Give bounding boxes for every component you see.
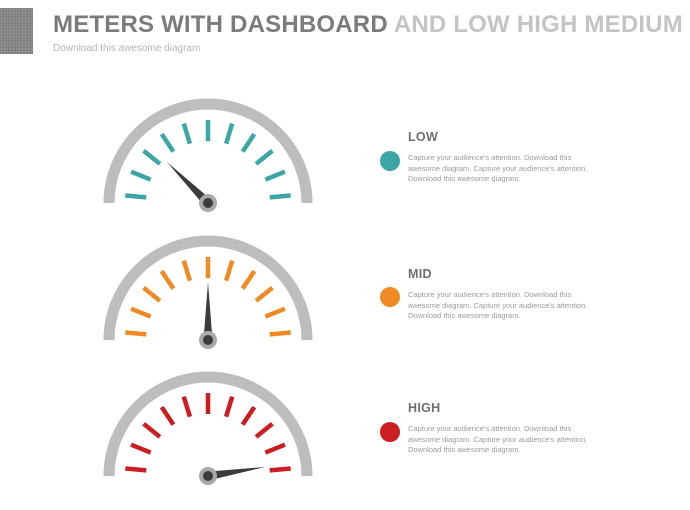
gauge-tick <box>159 405 176 426</box>
gauge-mid-svg <box>103 235 313 349</box>
legend-dot-low <box>380 151 400 171</box>
legend-dot-high <box>380 422 400 442</box>
legend-heading-low: LOW <box>408 130 439 144</box>
gauge-tick <box>254 285 274 303</box>
legend-heading-high: HIGH <box>408 401 441 415</box>
legend-text-low: Capture your audience's attention. Downl… <box>408 153 588 183</box>
gauge-hub-inner <box>203 335 213 345</box>
gauge-arc <box>103 235 313 341</box>
gauge-tick <box>223 395 235 418</box>
gauge-tick <box>125 466 147 473</box>
gauge-high <box>95 366 321 486</box>
gauge-tick <box>181 122 193 145</box>
title-dark-part: METERS WITH DASHBOARD <box>53 11 388 38</box>
gauge-arc <box>103 98 313 204</box>
gauge-low-svg <box>103 98 313 212</box>
gauge-tick <box>240 405 257 426</box>
legend-dot-mid <box>380 287 400 307</box>
gauge-tick <box>142 285 162 303</box>
gauge-hub-inner <box>203 198 213 208</box>
gauge-tick <box>264 169 286 182</box>
gauge-tick <box>254 148 274 166</box>
gauge-tick <box>264 306 286 319</box>
gauge-tick <box>181 395 193 418</box>
gauge-tick <box>240 132 257 153</box>
gauge-needle <box>167 162 212 207</box>
gauge-high-svg <box>103 371 313 485</box>
gauge-mid <box>95 230 321 350</box>
gauge-tick <box>269 466 291 473</box>
gauge-arc <box>103 371 313 477</box>
gauge-tick <box>130 169 152 182</box>
gauge-tick <box>130 306 152 319</box>
legend-text-high: Capture your audience's attention. Downl… <box>408 424 588 454</box>
gauge-tick <box>130 442 152 455</box>
gauge-tick <box>125 193 147 200</box>
gauge-tick <box>125 330 147 337</box>
title-light-part: AND LOW HIGH MEDIUM <box>393 11 683 38</box>
gauge-tick <box>269 330 291 337</box>
gauge-tick <box>142 148 162 166</box>
gauge-hub-inner <box>203 471 213 481</box>
gauge-tick <box>223 122 235 145</box>
gauge-tick <box>240 269 257 290</box>
gauge-tick <box>159 269 176 290</box>
legend-text-mid: Capture your audience's attention. Downl… <box>408 290 588 320</box>
page-subtitle: Download this awesome diagram <box>53 43 201 54</box>
gauge-needle <box>207 466 266 481</box>
gauge-tick <box>223 259 235 282</box>
gauge-tick <box>254 421 274 439</box>
gauge-tick <box>181 259 193 282</box>
page-title: METERS WITH DASHBOARD AND LOW HIGH MEDIU… <box>53 11 683 39</box>
gauge-tick <box>142 421 162 439</box>
legend-heading-mid: MID <box>408 267 432 281</box>
gauge-tick <box>159 132 176 153</box>
gauge-needle <box>203 282 213 340</box>
gauge-tick <box>264 442 286 455</box>
corner-decoration <box>0 8 33 54</box>
gauge-tick <box>269 193 291 200</box>
gauge-low <box>95 93 321 213</box>
